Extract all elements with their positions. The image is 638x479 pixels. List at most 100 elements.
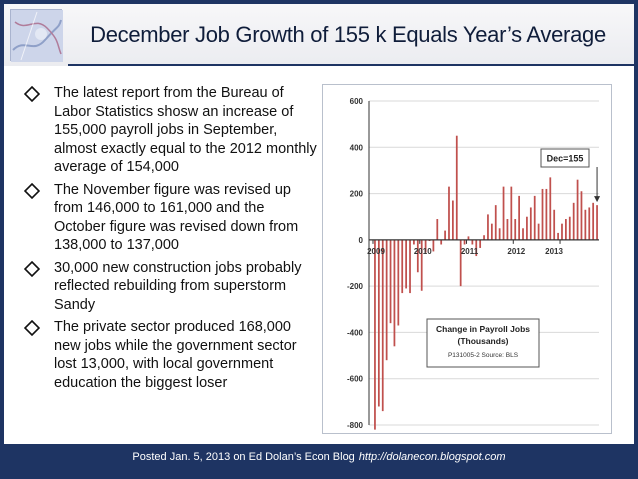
bar bbox=[455, 135, 458, 240]
year-label: 2010 bbox=[414, 247, 432, 256]
bar bbox=[377, 239, 380, 407]
bar bbox=[424, 239, 427, 253]
bar bbox=[467, 236, 470, 240]
bar bbox=[526, 216, 528, 240]
bar bbox=[420, 239, 423, 291]
annotation-arrowhead bbox=[594, 196, 601, 203]
diamond-bullet-icon bbox=[24, 86, 40, 102]
bar bbox=[533, 195, 536, 240]
bar bbox=[448, 186, 450, 240]
bar bbox=[463, 239, 466, 245]
diamond-bullet-icon bbox=[24, 320, 40, 336]
bar bbox=[518, 195, 520, 240]
bar bbox=[576, 179, 579, 240]
bar bbox=[502, 186, 505, 240]
y-tick-label: 200 bbox=[350, 190, 364, 199]
bullet-item: 30,000 new construction jobs probably re… bbox=[20, 259, 320, 315]
y-tick-label: -800 bbox=[347, 421, 364, 430]
bar bbox=[549, 177, 552, 240]
bar bbox=[565, 219, 567, 240]
abstract-logo-icon bbox=[10, 9, 63, 62]
y-tick-label: -600 bbox=[347, 375, 364, 384]
bullet-item: The latest report from the Bureau of Lab… bbox=[20, 84, 320, 177]
bar bbox=[440, 239, 443, 245]
legend-title: Change in Payroll Jobs bbox=[436, 324, 530, 334]
bar bbox=[444, 230, 446, 240]
header-band bbox=[4, 4, 634, 66]
bar bbox=[459, 239, 462, 287]
bar bbox=[374, 239, 376, 430]
bar bbox=[490, 223, 493, 240]
y-tick-label: -400 bbox=[347, 328, 364, 337]
bar bbox=[487, 214, 489, 240]
title-rule bbox=[68, 64, 634, 66]
bullet-text: The private sector produced 168,000 new … bbox=[54, 319, 297, 391]
bar bbox=[389, 239, 392, 324]
bar bbox=[522, 228, 524, 240]
bar bbox=[475, 239, 478, 257]
bar bbox=[397, 239, 400, 326]
bullet-text: 30,000 new construction jobs probably re… bbox=[54, 259, 302, 313]
bar bbox=[568, 216, 571, 240]
bar bbox=[409, 239, 411, 294]
bar bbox=[498, 228, 501, 240]
bullet-text: The November figure was revised up from … bbox=[54, 181, 299, 254]
payroll-bar-chart: 600 400 200 0 -200 -400 -600 -800 2009 2010 2011 20… bbox=[347, 97, 601, 430]
diamond-bullet-icon bbox=[24, 182, 40, 199]
bar bbox=[471, 239, 474, 245]
bar bbox=[596, 205, 598, 240]
bar bbox=[584, 209, 587, 240]
payroll-chart-panel: 600 400 200 0 -200 -400 -600 -800 2009 2010 2011 20… bbox=[322, 84, 612, 434]
bar bbox=[592, 202, 595, 240]
year-label: 2013 bbox=[545, 247, 563, 256]
bar bbox=[479, 239, 482, 248]
year-label: 2011 bbox=[461, 247, 479, 256]
slide-frame: December Job Growth of 155 k Equals Year… bbox=[4, 4, 634, 475]
year-label: 2009 bbox=[367, 247, 385, 256]
bar bbox=[436, 219, 439, 240]
bullet-item: The private sector produced 168,000 new … bbox=[20, 318, 320, 392]
annotation-label: Dec=155 bbox=[547, 154, 584, 164]
footer-bar bbox=[4, 444, 634, 475]
year-label: 2012 bbox=[507, 247, 525, 256]
legend-units: (Thousands) bbox=[458, 336, 509, 346]
bar bbox=[413, 239, 415, 245]
footer: Posted Jan. 5, 2013 on Ed Dolan’s Econ B… bbox=[4, 451, 634, 463]
bar bbox=[393, 239, 396, 347]
page-title: December Job Growth of 155 k Equals Year… bbox=[90, 22, 606, 47]
diamond-bullet-icon bbox=[24, 260, 40, 277]
bar bbox=[537, 223, 540, 240]
footer-link[interactable]: http://dolanecon.blogspot.com bbox=[358, 451, 506, 463]
bar bbox=[529, 207, 532, 240]
legend-source: P131005-2 Source: BLS bbox=[448, 352, 519, 359]
bar bbox=[483, 235, 485, 240]
bar bbox=[385, 239, 388, 361]
bar bbox=[541, 188, 544, 240]
annotation-box bbox=[540, 148, 590, 168]
bullet-list: The latest report from the Bureau of Lab… bbox=[20, 84, 320, 396]
bar bbox=[506, 219, 509, 240]
y-tick-label: 400 bbox=[350, 143, 364, 152]
y-tick-label: 600 bbox=[350, 97, 364, 106]
bar bbox=[553, 209, 556, 240]
bar bbox=[557, 232, 559, 240]
legend-box bbox=[426, 318, 540, 368]
bar bbox=[588, 207, 591, 240]
bar bbox=[381, 239, 384, 412]
bar bbox=[401, 239, 404, 294]
bar bbox=[572, 202, 575, 240]
bar bbox=[432, 239, 435, 252]
bullet-text: The latest report from the Bureau of Lab… bbox=[54, 85, 317, 175]
bar bbox=[510, 186, 513, 240]
bar bbox=[580, 191, 583, 240]
footer-text: Posted Jan. 5, 2013 on Ed Dolan’s Econ B… bbox=[132, 451, 355, 463]
y-tick-label: -200 bbox=[347, 282, 364, 291]
bullet-item: The November figure was revised up from … bbox=[20, 181, 320, 255]
bar bbox=[514, 219, 517, 240]
y-tick-label: 0 bbox=[359, 236, 364, 245]
bar bbox=[561, 223, 563, 240]
bar bbox=[405, 239, 407, 289]
bar bbox=[545, 188, 548, 240]
bar bbox=[416, 239, 419, 273]
bar bbox=[452, 200, 454, 240]
